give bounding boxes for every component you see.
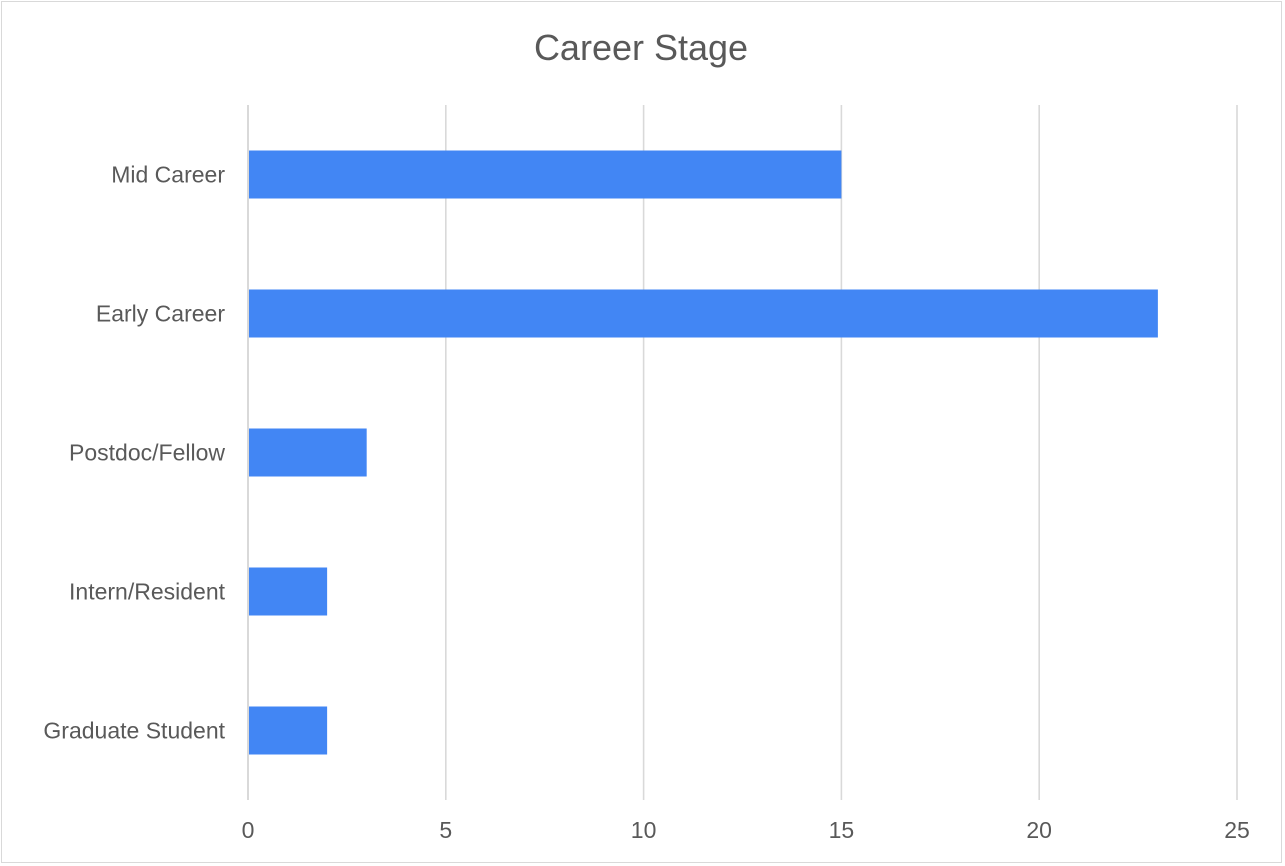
category-labels: Mid Career Early Career Postdoc/Fellow Inte… <box>43 162 225 744</box>
bar-early-career <box>249 289 1158 338</box>
category-label: Postdoc/Fellow <box>69 440 225 466</box>
x-tick-label: 5 <box>439 817 452 843</box>
category-label: Early Career <box>96 301 225 327</box>
x-tick-label: 0 <box>242 817 255 843</box>
bar-mid-career <box>249 150 842 199</box>
x-tick-label: 15 <box>829 817 855 843</box>
category-label: Graduate Student <box>43 718 225 744</box>
bar-graduate-student <box>249 706 328 755</box>
bars <box>249 150 1158 755</box>
bar-postdoc-fellow <box>249 428 367 477</box>
x-tick-label: 25 <box>1224 817 1250 843</box>
category-label: Mid Career <box>111 162 225 188</box>
category-label: Intern/Resident <box>69 579 226 605</box>
bar-intern-resident <box>249 567 328 616</box>
x-tick-labels: 0 5 10 15 20 25 <box>242 817 1250 843</box>
chart-title: Career Stage <box>534 27 748 68</box>
x-tick-label: 10 <box>631 817 657 843</box>
x-tick-label: 20 <box>1026 817 1052 843</box>
gridlines <box>247 105 1238 800</box>
